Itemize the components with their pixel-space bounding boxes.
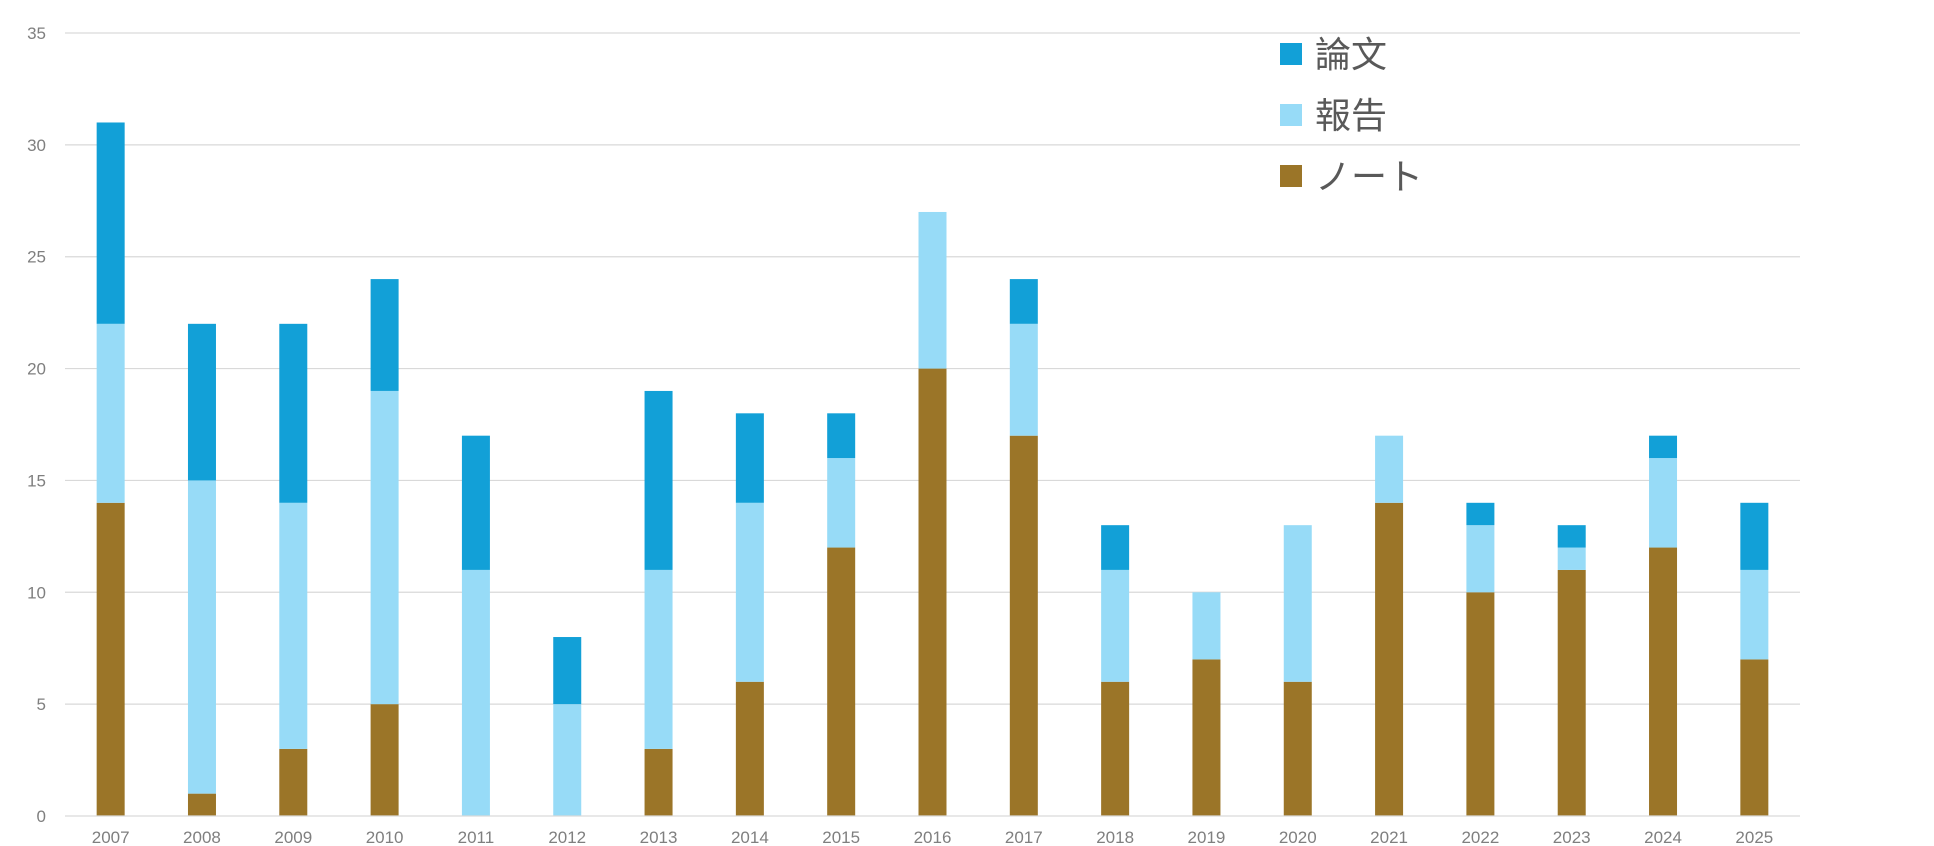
bar-segment (1009, 435, 1038, 816)
bar-segment (370, 390, 399, 705)
x-tick-label: 2016 (914, 828, 952, 846)
x-tick-label: 2020 (1279, 828, 1317, 846)
x-tick-label: 2014 (731, 828, 769, 846)
bar-segment (644, 390, 673, 570)
bar-segment (1101, 681, 1130, 816)
x-tick-label: 2011 (458, 828, 495, 846)
y-tick-label: 30 (27, 136, 46, 155)
bar-segment (553, 637, 582, 705)
bar-segment (279, 748, 308, 816)
y-tick-label: 10 (27, 583, 46, 602)
bar-segment (461, 435, 490, 570)
x-tick-label: 2025 (1735, 828, 1773, 846)
bar-segment (96, 502, 125, 816)
bar-segment (1009, 279, 1038, 324)
legend-label: ノート (1315, 157, 1423, 198)
x-tick-label: 2019 (1188, 828, 1226, 846)
bar-segment (1283, 681, 1312, 816)
bar-segment (279, 502, 308, 749)
legend-swatch (1280, 165, 1302, 187)
bar-segment (1375, 502, 1404, 816)
bar-segment (1557, 547, 1586, 570)
bar-segment (553, 704, 582, 816)
bar-segment (1101, 569, 1130, 682)
x-tick-label: 2018 (1096, 828, 1134, 846)
x-tick-label: 2013 (640, 828, 678, 846)
x-tick-label: 2021 (1370, 828, 1408, 846)
y-tick-label: 25 (27, 248, 46, 267)
x-tick-label: 2023 (1553, 828, 1591, 846)
bar-segment (1740, 569, 1769, 660)
bar-segment (735, 681, 764, 816)
legend-swatch (1280, 104, 1302, 126)
x-tick-label: 2024 (1644, 828, 1682, 846)
bar-segment (918, 368, 947, 816)
bar-segment (1283, 525, 1312, 682)
bar-segment (918, 211, 947, 369)
bar-segment (1009, 323, 1038, 436)
x-tick-label: 2015 (822, 828, 860, 846)
bar-segment (1466, 592, 1495, 816)
bar-segment (187, 323, 216, 481)
x-tick-label: 2012 (548, 828, 586, 846)
y-tick-label: 15 (27, 471, 46, 490)
x-tick-label: 2007 (92, 828, 130, 846)
bar-segment (644, 569, 673, 749)
x-axis-ticks: 2007 2008 2009 2010 2011 2012 2013 2014 2015 2016… (92, 828, 1774, 846)
bar-segment (187, 793, 216, 816)
y-tick-label: 5 (37, 695, 46, 714)
bar-segment (1557, 569, 1586, 816)
bar-segment (1649, 435, 1678, 459)
bar-segment (1466, 502, 1495, 526)
legend-label: 報告 (1315, 96, 1387, 137)
bar-segment (1740, 502, 1769, 570)
x-tick-label: 2017 (1005, 828, 1043, 846)
legend-label: 論文 (1315, 35, 1387, 76)
bar-segment (827, 458, 856, 548)
bar-segment (1466, 525, 1495, 593)
bar-segment (1192, 659, 1221, 816)
bar-segment (735, 502, 764, 682)
bar-segment (1192, 592, 1221, 660)
bar-segment (735, 413, 764, 503)
x-tick-label: 2009 (274, 828, 312, 846)
bar-segment (827, 547, 856, 816)
x-tick-label: 2010 (366, 828, 404, 846)
bar-segment (1375, 435, 1404, 503)
bar-segment (96, 122, 125, 324)
x-tick-label: 2022 (1461, 828, 1499, 846)
bar-segment (279, 323, 308, 503)
legend-swatch (1280, 43, 1302, 65)
bar-segment (1649, 547, 1678, 816)
y-axis-ticks: 0 5 10 15 20 25 30 35 (27, 24, 46, 826)
y-tick-label: 20 (27, 360, 46, 379)
bar-segment (96, 323, 125, 503)
bar-segment (1649, 458, 1678, 548)
bar-segment (461, 569, 490, 816)
bar-segment (1557, 525, 1586, 548)
x-tick-label: 2008 (183, 828, 221, 846)
bars (96, 122, 1769, 816)
bar-segment (370, 279, 399, 391)
y-tick-label: 35 (27, 24, 46, 43)
bar-segment (1740, 659, 1769, 816)
bar-segment (1101, 525, 1130, 570)
bar-segment (644, 748, 673, 816)
bar-segment (187, 480, 216, 794)
bar-segment (370, 704, 399, 816)
bar-segment (827, 413, 856, 459)
y-tick-label: 0 (37, 807, 46, 826)
